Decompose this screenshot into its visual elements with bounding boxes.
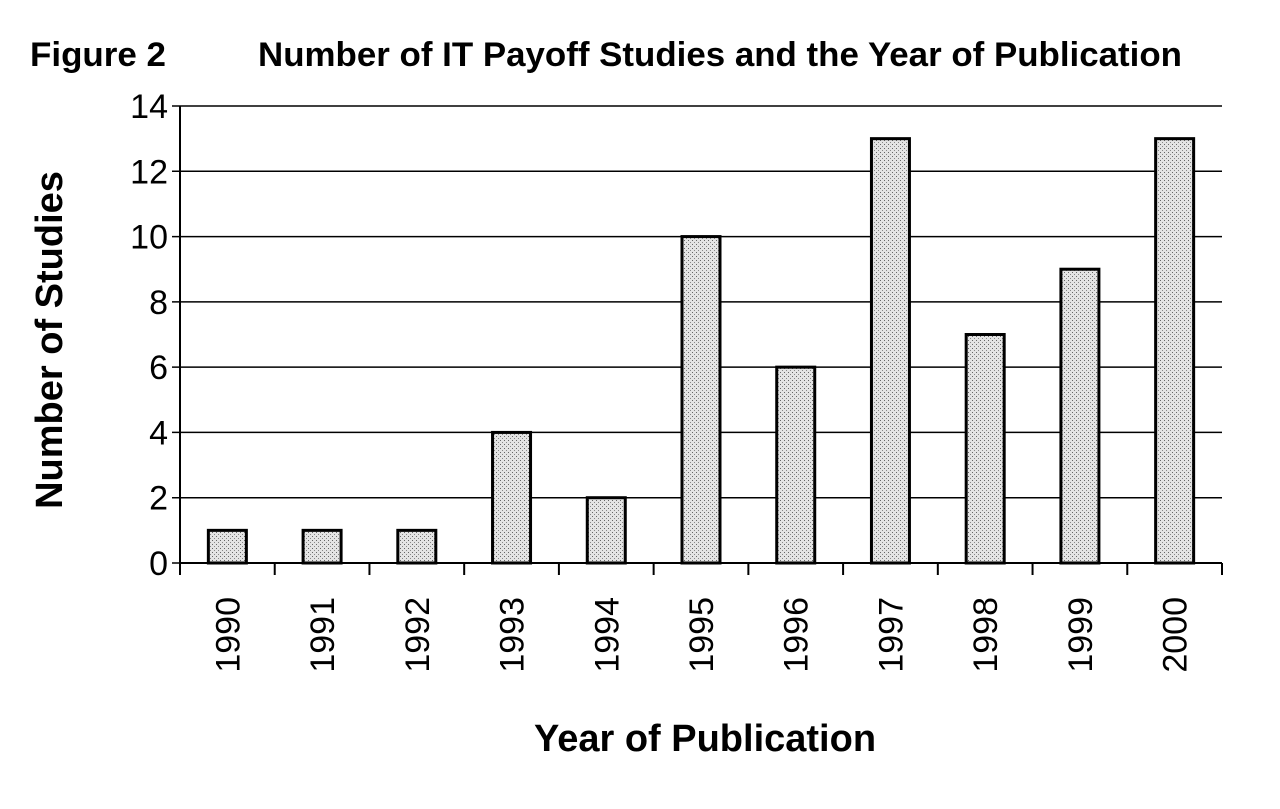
- y-tick-label: 12: [130, 153, 168, 191]
- x-tick-label: 2000: [1157, 597, 1195, 673]
- y-tick-label: 4: [149, 414, 168, 452]
- x-tick-label: 1995: [683, 597, 721, 673]
- chart-title: Number of IT Payoff Studies and the Year…: [258, 36, 1182, 74]
- bar: [585, 496, 627, 565]
- bar: [775, 365, 817, 565]
- bar: [1059, 267, 1101, 565]
- bar: [869, 137, 911, 565]
- bar: [1154, 137, 1196, 565]
- x-axis-title: Year of Publication: [534, 718, 876, 760]
- bar: [964, 333, 1006, 565]
- y-tick-label: 14: [130, 88, 168, 126]
- x-tick-label: 1999: [1062, 597, 1100, 673]
- x-tick-label: 1991: [304, 597, 342, 673]
- y-tick-label: 2: [149, 480, 168, 518]
- y-tick-label: 0: [149, 545, 168, 583]
- x-tick-label: 1992: [399, 597, 437, 673]
- figure-label: Figure 2: [30, 36, 166, 74]
- y-tick-label: 6: [149, 349, 168, 387]
- bar: [301, 528, 343, 565]
- x-tick-label: 1998: [967, 597, 1005, 673]
- y-tick-label: 10: [130, 219, 168, 257]
- y-tick-label: 8: [149, 284, 168, 322]
- bar: [680, 235, 722, 565]
- bar: [396, 528, 438, 565]
- x-tick-label: 1997: [872, 597, 910, 673]
- bar: [491, 430, 533, 565]
- y-axis-title: Number of Studies: [29, 171, 71, 509]
- x-tick-label: 1996: [778, 597, 816, 673]
- x-tick-label: 1994: [588, 597, 626, 673]
- x-tick-label: 1993: [494, 597, 532, 673]
- bar: [206, 528, 248, 565]
- x-tick-label: 1990: [209, 597, 247, 673]
